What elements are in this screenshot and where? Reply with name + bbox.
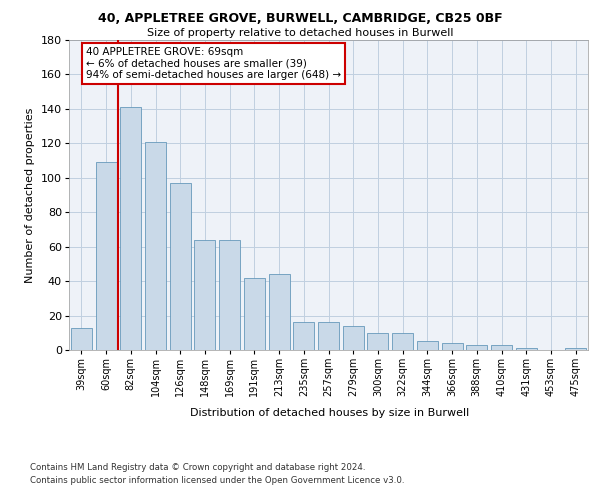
Bar [318, 322, 339, 350]
Text: Distribution of detached houses by size in Burwell: Distribution of detached houses by size … [190, 408, 470, 418]
Bar [194, 240, 215, 350]
Text: 40 APPLETREE GROVE: 69sqm
← 6% of detached houses are smaller (39)
94% of semi-d: 40 APPLETREE GROVE: 69sqm ← 6% of detach… [86, 47, 341, 80]
Bar [367, 333, 388, 350]
Bar [491, 345, 512, 350]
Text: Contains HM Land Registry data © Crown copyright and database right 2024.: Contains HM Land Registry data © Crown c… [30, 462, 365, 471]
Bar [95, 162, 116, 350]
Bar [565, 348, 586, 350]
Bar [516, 348, 537, 350]
Bar [343, 326, 364, 350]
Bar [442, 343, 463, 350]
Bar [293, 322, 314, 350]
Bar [170, 183, 191, 350]
Bar [219, 240, 240, 350]
Bar [466, 345, 487, 350]
Y-axis label: Number of detached properties: Number of detached properties [25, 108, 35, 282]
Bar [417, 342, 438, 350]
Text: Contains public sector information licensed under the Open Government Licence v3: Contains public sector information licen… [30, 476, 404, 485]
Bar [392, 333, 413, 350]
Text: 40, APPLETREE GROVE, BURWELL, CAMBRIDGE, CB25 0BF: 40, APPLETREE GROVE, BURWELL, CAMBRIDGE,… [98, 12, 502, 26]
Bar [120, 107, 141, 350]
Text: Size of property relative to detached houses in Burwell: Size of property relative to detached ho… [147, 28, 453, 38]
Bar [244, 278, 265, 350]
Bar [269, 274, 290, 350]
Bar [71, 328, 92, 350]
Bar [145, 142, 166, 350]
